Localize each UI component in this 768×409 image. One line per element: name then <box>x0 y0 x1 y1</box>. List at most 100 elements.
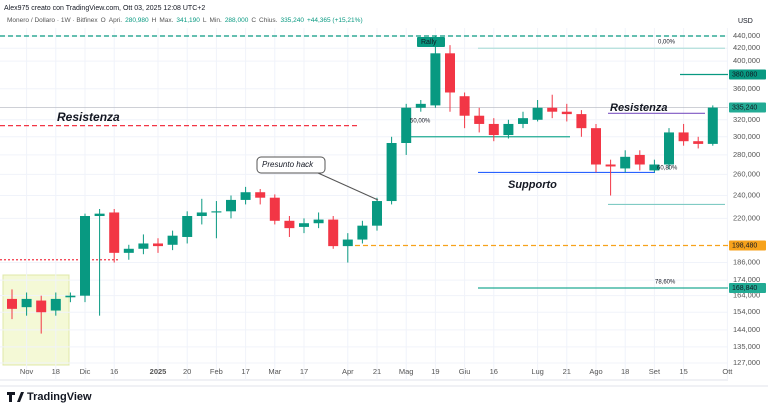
x-tick-label: Mag <box>399 367 414 376</box>
price-label: 380,080 <box>732 71 757 78</box>
legend-item: O <box>101 17 106 24</box>
candle-body <box>357 225 368 240</box>
price-label-box <box>729 283 766 294</box>
x-tick-label: Apr <box>342 367 354 376</box>
x-tick-label: 18 <box>52 367 60 376</box>
annotation: Resistenza <box>57 110 120 124</box>
legend-item: Monero / Dollaro · 1W · Bitfinex <box>7 17 98 24</box>
candle-body <box>649 164 660 171</box>
candle-body <box>269 197 280 221</box>
legend-item: 280,980 <box>125 17 149 24</box>
candle-body <box>211 211 222 213</box>
candle-body <box>401 107 412 143</box>
y-tick-label: 320,000 <box>733 115 760 124</box>
y-tick-label: 186,000 <box>733 258 760 267</box>
legend-item: H <box>152 17 157 24</box>
price-label-box <box>729 69 766 80</box>
x-tick-label: Ago <box>589 367 602 376</box>
candle-body <box>7 298 17 309</box>
candle-body <box>123 248 134 253</box>
candle-body <box>518 118 528 124</box>
candle-body <box>299 223 309 227</box>
y-tick-label: 164,000 <box>733 291 760 300</box>
candle-body <box>65 295 76 298</box>
y-tick-label: 280,000 <box>733 150 760 159</box>
candle-body <box>313 219 324 224</box>
x-tick-label: 21 <box>563 367 571 376</box>
y-tick-label: 154,000 <box>733 307 760 316</box>
price-label: 168,840 <box>732 285 757 292</box>
x-tick-label: 16 <box>110 367 118 376</box>
x-tick-label: 21 <box>373 367 381 376</box>
brand: TradingView <box>27 391 92 403</box>
candle-body <box>532 107 543 120</box>
x-tick-label: 15 <box>679 367 687 376</box>
annotation: 0,00% <box>658 40 676 46</box>
candle-body <box>153 243 163 247</box>
candle-body <box>664 132 674 165</box>
x-tick-label: Ott <box>722 367 733 376</box>
candle-body <box>488 123 499 136</box>
y-tick-label: 360,000 <box>733 84 760 93</box>
candle-body <box>240 192 251 200</box>
x-tick-label: Nov <box>20 367 34 376</box>
candle-body <box>80 216 90 296</box>
candle-body <box>547 107 558 112</box>
candle-body <box>693 141 704 144</box>
candle-body <box>474 115 485 124</box>
annotation: 78,60% <box>655 280 676 286</box>
price-label-box <box>729 240 766 251</box>
price-label: 335,240 <box>732 104 757 111</box>
candle-body <box>226 199 236 212</box>
tag-box <box>417 37 445 47</box>
y-tick-label: 400,000 <box>733 56 760 65</box>
currency: USD <box>738 18 753 25</box>
x-tick-label: 20 <box>183 367 191 376</box>
candle-body <box>342 239 353 247</box>
candle-body <box>415 103 426 108</box>
annotation: Supporto <box>508 179 557 191</box>
y-tick-label: 174,000 <box>733 275 760 284</box>
x-tick-label: 17 <box>241 367 249 376</box>
candle-body <box>503 123 514 136</box>
annotation: Presunto hack <box>262 160 314 169</box>
y-tick-label: 135,000 <box>733 342 760 351</box>
candle-body <box>36 300 47 313</box>
legend-item: Apri. <box>109 17 123 24</box>
candle-body <box>576 114 587 129</box>
x-tick-label: 16 <box>490 367 498 376</box>
legend-item: Chius. <box>259 17 278 24</box>
price-label: 198,480 <box>732 242 757 249</box>
y-tick-label: 300,000 <box>733 132 760 141</box>
candle-body <box>634 154 645 165</box>
candle-body <box>459 96 470 116</box>
annotation: Rally <box>421 39 437 46</box>
legend-item: 335,240 <box>280 17 304 24</box>
x-tick-label: 17 <box>300 367 308 376</box>
candle-body <box>328 219 339 247</box>
callout-box <box>256 156 326 174</box>
x-tick-label: Giu <box>459 367 471 376</box>
legend-item: C <box>251 17 256 24</box>
candle-body <box>284 220 295 229</box>
x-tick-label: Set <box>649 367 661 376</box>
candle-body <box>591 128 601 165</box>
y-tick-label: 127,000 <box>733 358 760 367</box>
x-tick-label: Dic <box>80 367 91 376</box>
candle-body <box>21 298 32 308</box>
legend-item: Min. <box>210 17 222 24</box>
candle-body <box>386 142 397 202</box>
candle-body <box>445 53 455 93</box>
candle-body <box>372 201 382 226</box>
y-tick-label: 144,000 <box>733 325 760 334</box>
candle-body <box>707 107 718 144</box>
candle-body <box>430 53 441 106</box>
annotation: 60,80% <box>657 166 678 172</box>
candle-body <box>605 164 616 167</box>
annotation: 50,00% <box>410 119 431 125</box>
candle-body <box>109 212 120 253</box>
y-tick-label: 260,000 <box>733 169 760 178</box>
candle-body <box>50 298 61 311</box>
candle-body <box>94 213 105 217</box>
logo: TradingView <box>7 391 92 403</box>
